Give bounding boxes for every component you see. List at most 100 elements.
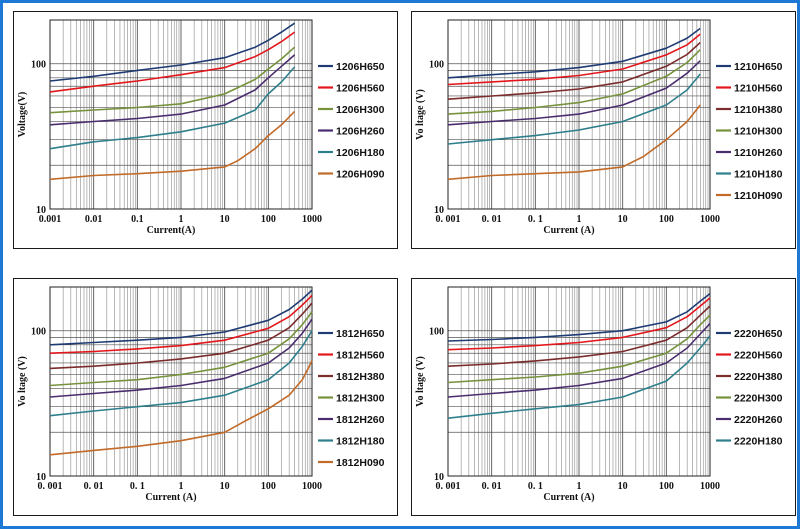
series-line-1812H560 [49,294,313,354]
plot-frame [49,286,313,477]
legend-label: 1812H650 [336,328,385,340]
x-tick-label: 1 [179,214,184,225]
y-axis-title: Voltage(V) [17,92,28,138]
chart-panel-1812: 0. 001 0. 01 0. 1 1 10 100 1000 10 100 Current (A… [13,278,398,516]
x-axis-title: Current (A) [145,492,196,503]
legend-label: 2220H260 [734,414,783,426]
series-line-2220H560 [447,297,711,351]
legend-label: 1210H180 [734,169,783,181]
series-line-1206H260 [49,54,296,126]
x-tick-label: 1 [179,481,184,492]
chart-panel-2220: 0. 001 0. 01 0. 1 1 10 100 1000 10 100 Current (A… [411,278,796,516]
series-line-1206H650 [49,22,296,82]
legend-label: 2220H180 [734,436,783,448]
x-tick-label: 0. 01 [84,481,104,492]
chart-panel-1206: 0.001 0.01 0.1 1 10 100 1000 10 100 Current(A) Vol… [13,11,398,249]
legend-label: 1210H560 [734,83,783,95]
legend-label: 1812H300 [336,393,385,405]
series-line-2220H300 [447,314,711,384]
x-tick-label: 1000 [700,481,720,492]
series-line-2220H260 [447,323,711,398]
legend-label: 1812H180 [336,436,385,448]
series-line-1210H650 [447,27,701,79]
series-line-1812H300 [49,311,313,387]
legend-label: 1812H380 [336,371,385,383]
series-line-2220H380 [447,305,711,367]
y-tick-label: 10 [36,205,46,216]
series-line-1206H180 [49,66,296,150]
legend-label: 1210H260 [734,147,783,159]
x-tick-label: 1 [577,214,582,225]
series-line-1206H090 [49,110,296,181]
legend-label: 1206H090 [336,169,385,181]
series-line-1206H300 [49,46,296,114]
legend-label: 1210H380 [734,104,783,116]
x-tick-label: 0. 01 [482,214,502,225]
x-tick-label: 0. 1 [528,481,543,492]
x-tick-label: 100 [659,481,674,492]
legend-label: 1206H560 [336,83,385,95]
y-tick-label: 100 [429,327,444,338]
series-line-1812H180 [49,330,313,417]
series-line-1812H650 [49,289,313,346]
y-tick-label: 10 [434,205,444,216]
series-line-2220H180 [447,335,711,419]
x-tick-label: 0.01 [85,214,103,225]
series-line-1210H300 [447,49,701,115]
legend-label: 1210H650 [734,61,783,73]
chart-panel-1210: 0. 001 0. 01 0. 1 1 10 100 1000 10 100 Current (A… [411,11,796,249]
series-line-1206H560 [49,31,296,93]
legend-label: 1210H090 [734,190,783,202]
series-line-1812H260 [49,318,313,398]
x-tick-label: 0. 001 [436,214,461,225]
legend-label: 1812H560 [336,350,385,362]
legend-label: 1812H260 [336,414,385,426]
x-tick-label: 1000 [700,214,720,225]
series-line-1812H380 [49,302,313,370]
series-line-1210H260 [447,60,701,126]
x-tick-label: 0. 001 [436,481,461,492]
x-tick-label: 100 [261,214,276,225]
y-tick-label: 100 [31,60,46,71]
vi-chart-1210: 0. 001 0. 01 0. 1 1 10 100 1000 10 100 Current (A… [415,19,783,236]
x-axis-title: Current (A) [543,492,594,503]
series-line-2220H650 [447,292,711,342]
plot-frame [49,19,313,210]
legend-label: 2220H380 [734,371,783,383]
legend-label: 1206H300 [336,104,385,116]
vi-chart-1206: 0.001 0.01 0.1 1 10 100 1000 10 100 Current(A) Vol… [17,19,385,236]
x-axis-title: Current(A) [147,225,196,236]
legend-label: 1206H180 [336,147,385,159]
legend-label: 1812H090 [336,457,385,469]
y-tick-label: 10 [434,472,444,483]
y-axis-title: Vo ltage (V) [415,89,426,140]
y-tick-label: 100 [31,327,46,338]
x-tick-label: 0.001 [39,214,62,225]
x-tick-label: 0. 01 [482,481,502,492]
y-tick-label: 100 [429,60,444,71]
vi-chart-2220: 0. 001 0. 01 0. 1 1 10 100 1000 10 100 Current (A… [415,286,783,503]
x-axis-title: Current (A) [543,225,594,236]
y-tick-label: 10 [36,472,46,483]
legend-label: 1210H300 [734,126,783,138]
x-tick-label: 1000 [302,214,322,225]
plot-frame [447,286,711,477]
y-axis-title: Vo ltage (V) [415,356,426,407]
x-tick-label: 10 [618,214,628,225]
series-line-1210H090 [447,104,701,181]
series-line-1210H560 [447,33,701,86]
y-axis-title: Vo ltage (V) [17,356,28,407]
series-line-1210H180 [447,73,701,145]
x-tick-label: 10 [220,481,230,492]
x-tick-label: 0.1 [131,214,144,225]
series-line-1210H380 [447,41,701,100]
legend-label: 2220H650 [734,328,783,340]
x-tick-label: 1 [577,481,582,492]
vi-chart-1812: 0. 001 0. 01 0. 1 1 10 100 1000 10 100 Current (A… [17,286,385,503]
x-tick-label: 0. 1 [528,214,543,225]
x-tick-label: 100 [261,481,276,492]
plot-frame [447,19,711,210]
x-tick-label: 0. 1 [130,481,145,492]
legend-label: 2220H560 [734,350,783,362]
